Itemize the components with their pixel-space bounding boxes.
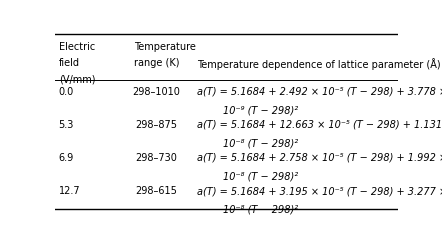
Text: Electric: Electric — [59, 42, 95, 52]
Text: 298–730: 298–730 — [135, 153, 177, 163]
Text: 298–875: 298–875 — [135, 120, 177, 130]
Text: range (K): range (K) — [134, 58, 179, 68]
Text: (V/mm): (V/mm) — [59, 75, 95, 85]
Text: a(T) = 5.1684 + 12.663 × 10⁻⁵ (T − 298) + 1.131 ×: a(T) = 5.1684 + 12.663 × 10⁻⁵ (T − 298) … — [198, 120, 442, 130]
Text: 10⁻⁹ (T − 298)²: 10⁻⁹ (T − 298)² — [223, 105, 298, 115]
Text: 298–615: 298–615 — [135, 186, 177, 196]
Text: a(T) = 5.1684 + 2.492 × 10⁻⁵ (T − 298) + 3.778 ×: a(T) = 5.1684 + 2.492 × 10⁻⁵ (T − 298) +… — [198, 87, 442, 97]
Text: 298–1010: 298–1010 — [132, 87, 180, 97]
Text: 6.9: 6.9 — [59, 153, 74, 163]
Text: 0.0: 0.0 — [59, 87, 74, 97]
Text: a(T) = 5.1684 + 3.195 × 10⁻⁵ (T − 298) + 3.277 ×: a(T) = 5.1684 + 3.195 × 10⁻⁵ (T − 298) +… — [198, 186, 442, 196]
Text: 10⁻⁸ (T − 298)²: 10⁻⁸ (T − 298)² — [223, 204, 298, 214]
Text: Temperature: Temperature — [134, 42, 196, 52]
Text: 5.3: 5.3 — [59, 120, 74, 130]
Text: field: field — [59, 58, 80, 68]
Text: 10⁻⁸ (T − 298)²: 10⁻⁸ (T − 298)² — [223, 171, 298, 181]
Text: 12.7: 12.7 — [59, 186, 80, 196]
Text: Temperature dependence of lattice parameter (Å): Temperature dependence of lattice parame… — [198, 58, 441, 70]
Text: a(T) = 5.1684 + 2.758 × 10⁻⁵ (T − 298) + 1.992 ×: a(T) = 5.1684 + 2.758 × 10⁻⁵ (T − 298) +… — [198, 153, 442, 163]
Text: 10⁻⁸ (T − 298)²: 10⁻⁸ (T − 298)² — [223, 138, 298, 148]
